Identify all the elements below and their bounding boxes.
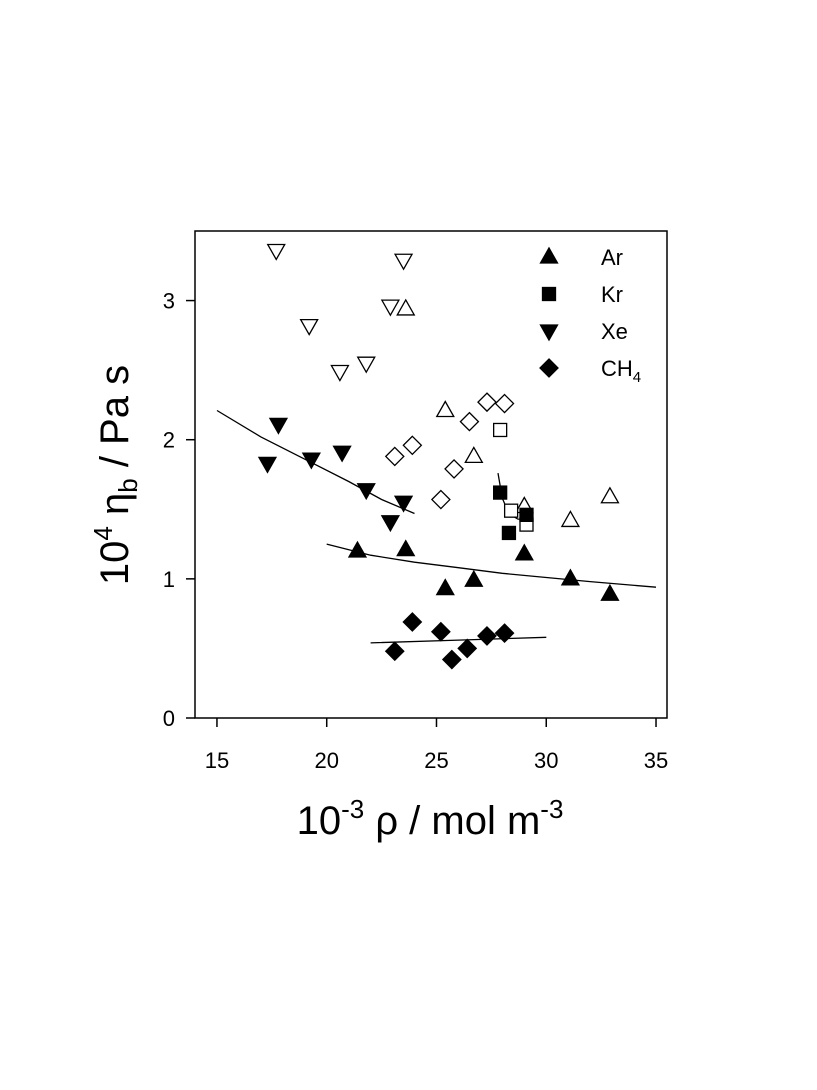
point-open-ar xyxy=(396,298,416,316)
x-tick-label: 20 xyxy=(314,748,338,773)
y-tick-label: 0 xyxy=(163,706,175,731)
point-filled-xe xyxy=(356,483,376,501)
x-axis-title: 10-3 ρ / mol m-3 xyxy=(297,794,564,843)
x-axis-title-text: ρ / mol m xyxy=(364,799,540,843)
fit-lines xyxy=(216,409,657,644)
legend-marker-xe xyxy=(539,324,559,342)
point-filled-ch4 xyxy=(441,649,462,670)
axis-ticks: 15 20 25 30 35 0 1 2 3 xyxy=(163,289,669,773)
x-tick-label: 30 xyxy=(534,748,558,773)
legend-label-ar: Ar xyxy=(601,245,623,270)
point-filled-xe xyxy=(332,445,352,463)
point-open-xe xyxy=(299,318,319,336)
point-filled-ch4 xyxy=(402,612,423,632)
point-open-xe xyxy=(393,253,414,271)
y-axis-title-base: 10 xyxy=(93,541,137,586)
point-filled-xe xyxy=(268,417,289,435)
point-open-xe xyxy=(380,299,401,317)
y-tick-label: 1 xyxy=(163,567,175,592)
legend-label-xe: Xe xyxy=(601,319,628,344)
fit-line-ar xyxy=(326,543,657,588)
point-open-ar xyxy=(560,510,581,528)
legend-marker-ch4 xyxy=(539,358,559,378)
point-open-ch4 xyxy=(494,393,515,414)
point-filled-ch4 xyxy=(494,623,515,644)
point-open-ch4 xyxy=(402,435,423,456)
point-filled-ar xyxy=(464,569,484,587)
point-filled-kr xyxy=(493,485,508,500)
plot-area-frame xyxy=(194,230,668,719)
point-filled-ch4 xyxy=(457,638,478,659)
point-filled-ar xyxy=(600,583,620,601)
point-open-ch4 xyxy=(444,459,464,479)
x-tick-label: 15 xyxy=(205,748,229,773)
legend-label-ch4: CH4 xyxy=(601,356,641,386)
point-filled-xe xyxy=(301,452,321,470)
point-open-xe xyxy=(356,356,376,374)
point-filled-kr xyxy=(519,507,534,523)
y-axis-title-text: / Pa s xyxy=(93,365,137,478)
data-points xyxy=(257,243,620,670)
fit-line-xe xyxy=(216,409,415,515)
point-open-ch4 xyxy=(477,392,497,413)
fit-line-ch4 xyxy=(370,636,547,644)
point-filled-xe xyxy=(380,515,401,533)
point-filled-ar xyxy=(396,539,416,557)
point-open-ar xyxy=(600,486,620,504)
point-filled-ch4 xyxy=(430,621,451,642)
point-open-ch4 xyxy=(430,489,451,510)
x-axis-title-exp: -3 xyxy=(341,794,364,824)
x-axis-title-base: 10 xyxy=(297,799,342,843)
y-axis-title-eta: η xyxy=(93,493,137,526)
y-tick-label: 2 xyxy=(163,428,175,453)
point-filled-ar xyxy=(560,568,581,586)
point-filled-xe xyxy=(257,456,278,474)
point-filled-ar xyxy=(514,543,534,561)
legend-marker-kr xyxy=(541,286,557,302)
point-open-kr xyxy=(503,503,519,518)
y-axis-title: 104 ηb / Pa s xyxy=(88,365,143,585)
legend: Ar Kr Xe CH4 xyxy=(539,245,641,386)
point-open-ar xyxy=(464,446,484,464)
y-tick-label: 3 xyxy=(163,289,175,314)
point-open-kr xyxy=(493,422,508,438)
point-filled-ch4 xyxy=(384,641,405,662)
point-filled-xe xyxy=(393,495,414,513)
point-open-xe xyxy=(266,243,286,261)
point-filled-kr xyxy=(501,525,517,541)
point-filled-ch4 xyxy=(477,625,497,646)
x-axis-title-unit-exp: -3 xyxy=(540,794,563,824)
legend-marker-ar xyxy=(539,246,559,264)
x-tick-label: 25 xyxy=(424,748,448,773)
point-open-ch4 xyxy=(459,411,480,432)
legend-label-kr: Kr xyxy=(601,282,623,307)
x-tick-label: 35 xyxy=(644,748,668,773)
point-filled-ar xyxy=(347,540,368,558)
point-open-xe xyxy=(330,364,350,382)
point-filled-ar xyxy=(435,578,455,596)
y-axis-title-exp: 4 xyxy=(88,526,118,540)
point-open-ch4 xyxy=(384,446,405,467)
y-axis-title-sub: b xyxy=(113,478,143,492)
point-open-ar xyxy=(435,400,455,418)
